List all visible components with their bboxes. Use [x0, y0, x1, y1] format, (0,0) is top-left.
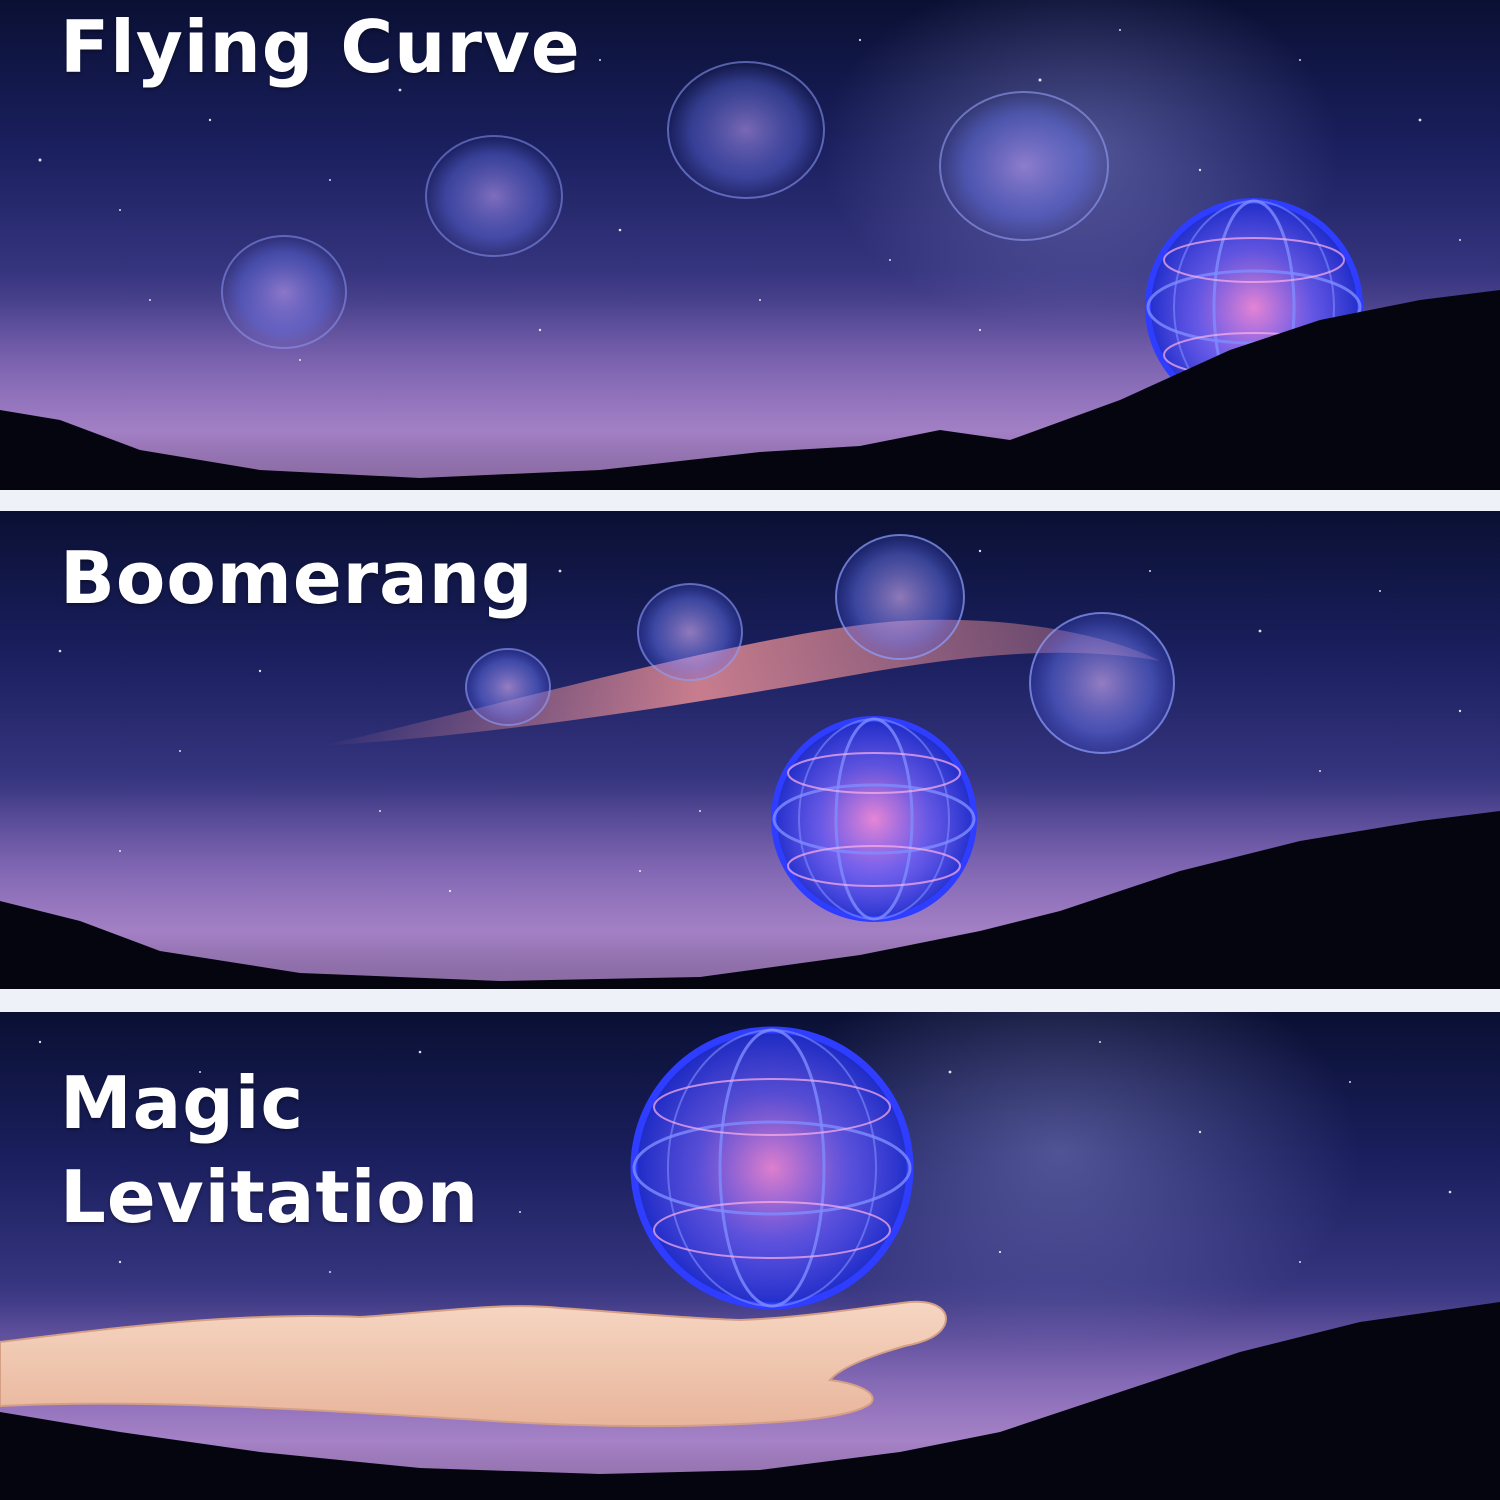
title-line-2: Levitation: [60, 1155, 480, 1239]
mountains: [0, 811, 1500, 989]
stars: [58, 549, 1462, 893]
panel-magic-levitation: Magic Levitation: [0, 1012, 1500, 1500]
mountains: [0, 290, 1500, 490]
levitating-orb: [630, 1026, 914, 1310]
panel-flying-curve: Flying Curve: [0, 0, 1500, 490]
panel-title-flying-curve: Flying Curve: [60, 5, 581, 89]
hand: [0, 1300, 947, 1428]
milky-way-glow: [760, 1012, 1360, 1352]
panel-title-magic-levitation: Magic Levitation: [60, 1056, 479, 1244]
night-sky-scene: [0, 0, 1500, 490]
orb-trail: [465, 534, 1175, 754]
title-line-1: Magic: [60, 1061, 305, 1145]
mountains: [0, 1302, 1500, 1500]
panel-title-boomerang: Boomerang: [60, 536, 534, 620]
boomerang-orb: [771, 716, 977, 922]
orb-trail-faint: [221, 61, 1109, 349]
stars: [38, 29, 1461, 361]
night-sky-scene: [0, 534, 1500, 989]
night-sky-scene: [0, 1012, 1500, 1500]
panel-boomerang: Boomerang: [0, 511, 1500, 989]
